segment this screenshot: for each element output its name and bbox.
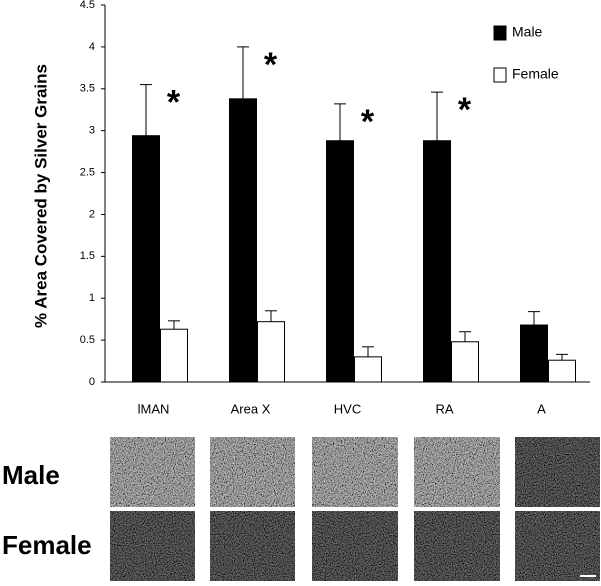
legend-label: Female xyxy=(512,66,559,82)
x-tick-label: A xyxy=(537,401,546,416)
significance-mark: * xyxy=(264,46,278,84)
y-tick-label: 3.5 xyxy=(80,83,95,95)
y-tick-label: 1.5 xyxy=(80,250,95,262)
micrograph-grain xyxy=(414,511,500,581)
micrograph-grain xyxy=(414,437,500,507)
bar xyxy=(423,140,451,383)
micrograph-panels: Male Female xyxy=(2,437,600,581)
bar xyxy=(326,140,354,383)
bar xyxy=(229,98,257,383)
x-tick-label: RA xyxy=(435,401,453,416)
micrograph-grain xyxy=(110,437,195,507)
row-label: Female xyxy=(2,530,92,560)
micrograph-grain xyxy=(210,437,295,507)
significance-mark: * xyxy=(167,84,181,122)
legend-label: Male xyxy=(512,24,543,40)
y-tick-label: 0.5 xyxy=(80,334,95,346)
legend-swatch xyxy=(493,67,507,83)
micrograph-grain xyxy=(515,437,600,507)
y-tick-label: 0 xyxy=(89,376,95,388)
x-tick-label: lMAN xyxy=(138,401,170,416)
significance-mark: * xyxy=(458,91,472,129)
significance-mark: * xyxy=(361,103,375,141)
row-label: Male xyxy=(2,460,60,490)
micrograph-grain xyxy=(312,437,398,507)
y-tick-label: 1 xyxy=(89,292,95,304)
bar xyxy=(257,321,285,383)
bar xyxy=(520,324,548,383)
bar xyxy=(548,359,576,383)
bar xyxy=(354,356,382,383)
bar xyxy=(132,135,160,383)
micrograph-grain xyxy=(210,511,295,581)
y-tick-label: 4 xyxy=(89,41,95,53)
y-tick-label: 2.5 xyxy=(80,166,95,178)
bar xyxy=(451,341,479,383)
y-tick-label: 3 xyxy=(89,125,95,137)
y-axis-title: % Area Covered by Silver Grains xyxy=(31,64,50,328)
micrograph-grain xyxy=(312,511,398,581)
y-tick-label: 4.5 xyxy=(80,0,95,11)
bar xyxy=(160,328,188,383)
legend-swatch xyxy=(493,25,507,41)
micrograph-grain xyxy=(515,511,600,581)
x-tick-label: Area X xyxy=(231,401,271,416)
x-tick-label: HVC xyxy=(334,401,361,416)
y-tick-label: 2 xyxy=(89,208,95,220)
micrograph-grain xyxy=(110,511,195,581)
